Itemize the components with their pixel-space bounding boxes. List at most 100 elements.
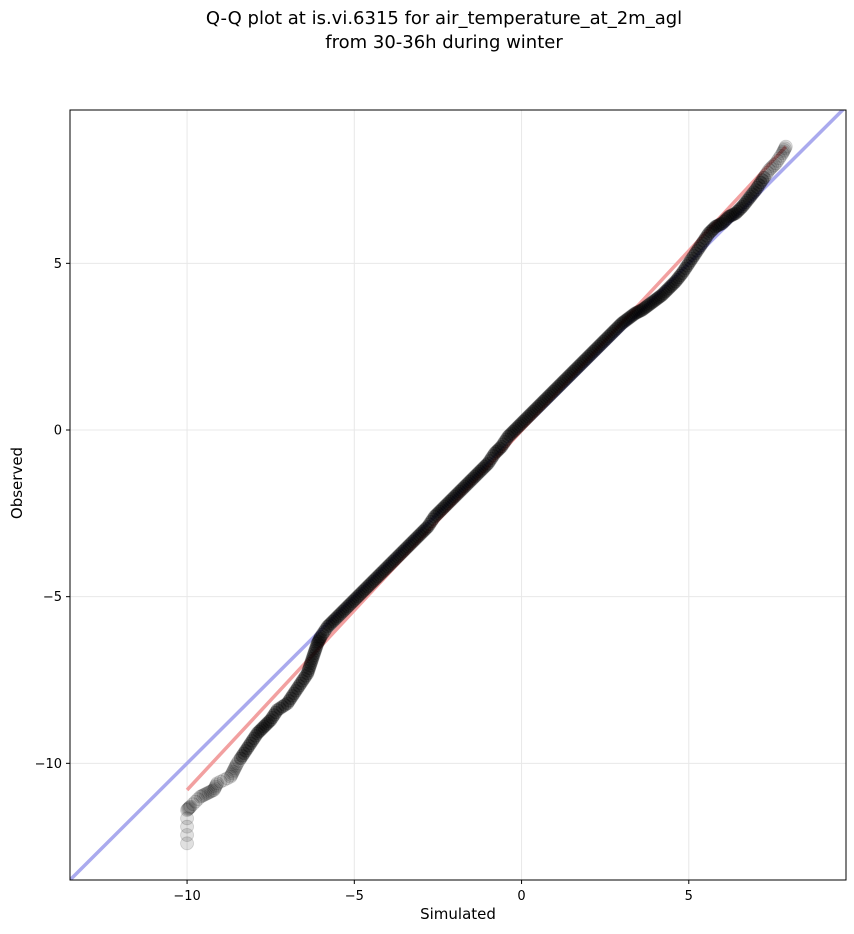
quantile-point [698,231,713,246]
quantile-point [511,419,526,434]
quantile-point [603,328,618,342]
quantile-point [301,663,316,678]
quantile-point [775,146,790,161]
quantile-point [517,413,532,427]
quantile-point [728,206,743,221]
quantile-point [374,566,388,581]
quantile-point [248,728,263,743]
quantile-point [377,563,392,577]
quantile-point [293,676,308,691]
quantile-point [688,246,703,261]
quantile-point [660,283,674,297]
quantile-point [424,514,439,529]
quantile-point [350,589,365,604]
quantile-point [322,618,337,632]
quantile-point [596,334,611,349]
quantile-point [397,543,412,557]
quantile-point [362,578,377,592]
quantile-point [573,358,587,372]
quantile-point [208,779,223,794]
quantile-point [670,272,684,287]
quantile-point [559,371,574,386]
quantile-point [578,353,593,367]
quantile-point [188,794,203,809]
quantile-point [504,426,519,441]
quantile-point [305,651,320,666]
quantile-point [240,741,255,756]
quantile-point [613,318,628,332]
quantile-point [685,251,700,266]
quantile-point [272,701,287,716]
chart-title: Q-Q plot at is.vi.6315 for air_temperatu… [205,8,683,29]
quantile-point [355,584,370,599]
quantile-point [342,598,357,612]
quantile-point [360,579,375,594]
quantile-point [243,736,258,751]
quantile-point [651,290,666,305]
quantile-point [663,279,678,294]
y-ticks: −10 −5 0 5 [35,257,70,772]
quantile-point [730,204,745,219]
quantile-point [329,611,343,626]
quantile-point [227,761,242,776]
quantile-point [494,439,509,454]
quantile-point [449,488,464,502]
quantile-point [738,195,753,210]
quantile-point [290,681,305,696]
quantile-point [298,668,313,683]
quantile-point [646,294,661,309]
y-tick-label: 5 [54,257,62,272]
quantile-point [311,634,326,649]
quantile-point [466,471,480,486]
quantile-point [599,331,614,346]
quantile-point [554,376,569,391]
quantile-point [653,289,668,304]
quantile-point [778,139,793,154]
quantile-point [710,218,725,233]
quantile-point [379,561,393,576]
quantile-point [499,432,514,447]
quantile-point [762,163,776,177]
quantile-point [526,404,541,419]
quantile-point [564,366,579,381]
quantile-point [407,533,422,547]
quantile-point [247,731,261,746]
quantile-point [748,183,763,197]
quantile-point [380,559,395,574]
quantile-point [180,803,194,817]
quantile-point [439,498,454,512]
quantile-point [489,444,504,459]
quantile-point [414,526,429,541]
x-tick-label: 5 [685,889,693,904]
quantile-point [349,591,363,606]
quantile-point [711,218,726,232]
quantile-point [467,469,482,484]
quantile-point [395,544,410,559]
quantile-point [472,464,487,479]
quantile-point [569,361,584,376]
quantile-point [666,276,681,291]
quantile-point [205,783,220,798]
quantile-point [357,583,372,597]
quantile-point [506,424,521,439]
quantile-point [262,714,276,729]
quantile-point [776,144,791,159]
quantile-point [512,418,527,432]
quantile-point [456,481,470,496]
quantile-point [409,531,424,546]
quantile-point [693,238,708,253]
quantile-point [584,346,599,361]
quantile-point [253,723,268,737]
quantile-point [583,348,598,362]
quantile-point [703,224,718,239]
quantile-point [715,216,730,231]
quantile-point [750,180,765,195]
quantile-point [757,170,771,185]
quantile-point [621,311,636,326]
quantile-point [745,187,760,202]
quantile-point [303,656,318,671]
quantile-point [245,733,260,748]
quantile-point [655,288,669,302]
quantile-point [310,636,325,651]
quantile-point [683,253,698,268]
